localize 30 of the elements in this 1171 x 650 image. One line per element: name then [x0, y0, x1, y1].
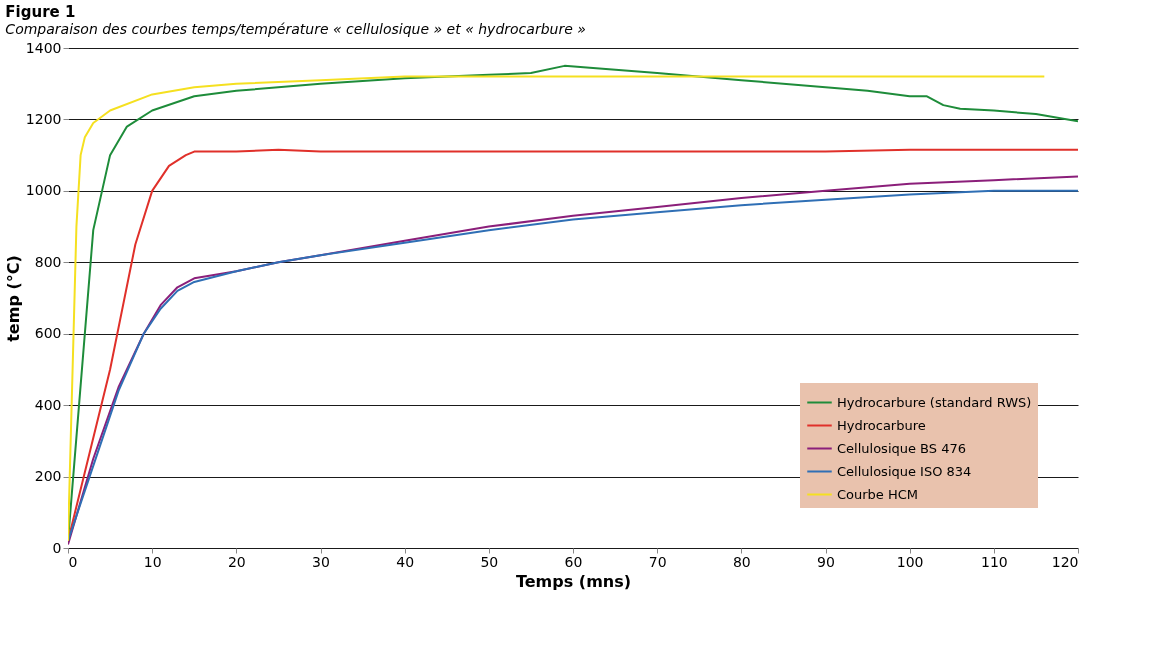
y-tick-label: 1000: [25, 182, 62, 199]
x-tick-label: 100: [896, 553, 924, 570]
x-tick-label: 90: [817, 553, 835, 570]
y-tick-label: 200: [34, 468, 62, 485]
x-tick-label: 70: [648, 553, 667, 570]
y-axis-title: temp (°C): [3, 255, 23, 342]
y-tick-label: 0: [52, 539, 62, 556]
x-tick-label: 60: [564, 553, 583, 570]
x-tick-label: 120: [1051, 553, 1079, 570]
x-tick-label: 80: [732, 553, 751, 570]
legend-label: Hydrocarbure: [837, 417, 926, 433]
y-tick-label: 400: [34, 396, 62, 413]
x-tick-label: 50: [480, 553, 499, 570]
text: Comparaison des courbes temps/température « cellulosique » et « hydrocarbure »: [5, 21, 586, 37]
y-tick-label: 1200: [25, 110, 62, 127]
x-tick-label: 10: [143, 553, 162, 570]
legend-label: Courbe HCM: [837, 486, 919, 502]
x-tick-label: 30: [312, 553, 330, 570]
legend-label: Cellulosique ISO 834: [837, 463, 972, 479]
y-tick-label: 800: [34, 253, 62, 270]
legend-label: Hydrocarbure (standard RWS): [837, 394, 1032, 410]
x-tick-label: 110: [980, 553, 1008, 570]
x-tick-label: 40: [396, 553, 415, 570]
x-tick-label: 20: [227, 553, 246, 570]
x-axis-title: Temps (mns): [515, 571, 632, 591]
x-tick-label: 0: [68, 553, 78, 570]
y-tick-label: 1400: [25, 39, 62, 56]
y-tick-label: 600: [34, 325, 62, 342]
legend-label: Cellulosique BS 476: [837, 440, 966, 456]
chart-title: Figure 1: [5, 3, 76, 21]
